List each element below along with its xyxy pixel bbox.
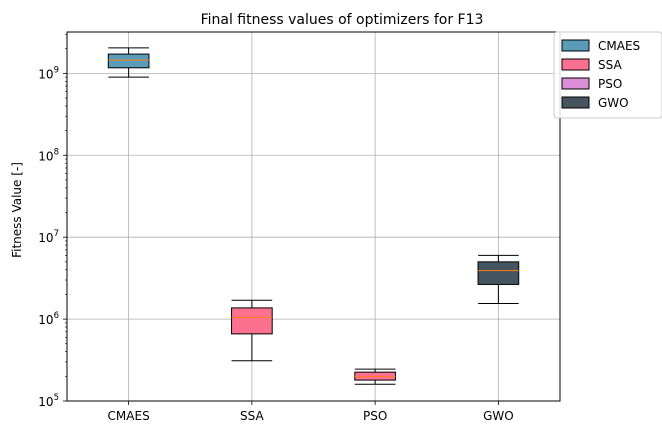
x-tick-label: GWO <box>483 409 514 423</box>
y-tick-label: 105 <box>38 393 59 409</box>
box-gwo <box>477 254 520 305</box>
plot-frame <box>66 31 561 402</box>
box-pso <box>354 368 396 385</box>
legend-swatch <box>561 39 590 52</box>
x-tick-label: PSO <box>363 409 387 423</box>
legend: CMAES SSA PSO GWO <box>553 31 662 119</box>
y-tick-label: 108 <box>38 147 59 163</box>
boxes <box>107 47 520 385</box>
legend-swatch <box>561 77 590 90</box>
legend-label: GWO <box>598 96 629 110</box>
y-axis-label: Fitness Value [-] <box>10 162 24 258</box>
legend-label: PSO <box>598 77 622 91</box>
legend-swatch <box>561 96 590 109</box>
y-tick-label: 106 <box>38 311 59 327</box>
box-ssa <box>231 299 273 362</box>
box-body <box>477 261 520 285</box>
x-tick-label: CMAES <box>108 409 150 423</box>
chart-title: Final fitness values of optimizers for F… <box>201 12 484 28</box>
legend-label: SSA <box>598 58 622 72</box>
box-body <box>107 53 150 69</box>
box-cmaes <box>107 47 150 78</box>
x-tick-label: SSA <box>240 409 264 423</box>
y-tick-label: 109 <box>38 65 59 81</box>
legend-label: CMAES <box>598 39 640 53</box>
ticks: 105 106 107 108 109 CMAES SSA PSO GWO <box>38 33 514 423</box>
legend-swatch <box>561 58 590 71</box>
grid <box>67 32 560 401</box>
y-tick-label: 107 <box>38 229 59 245</box>
box-body <box>231 307 273 335</box>
legend-frame <box>553 31 662 119</box>
